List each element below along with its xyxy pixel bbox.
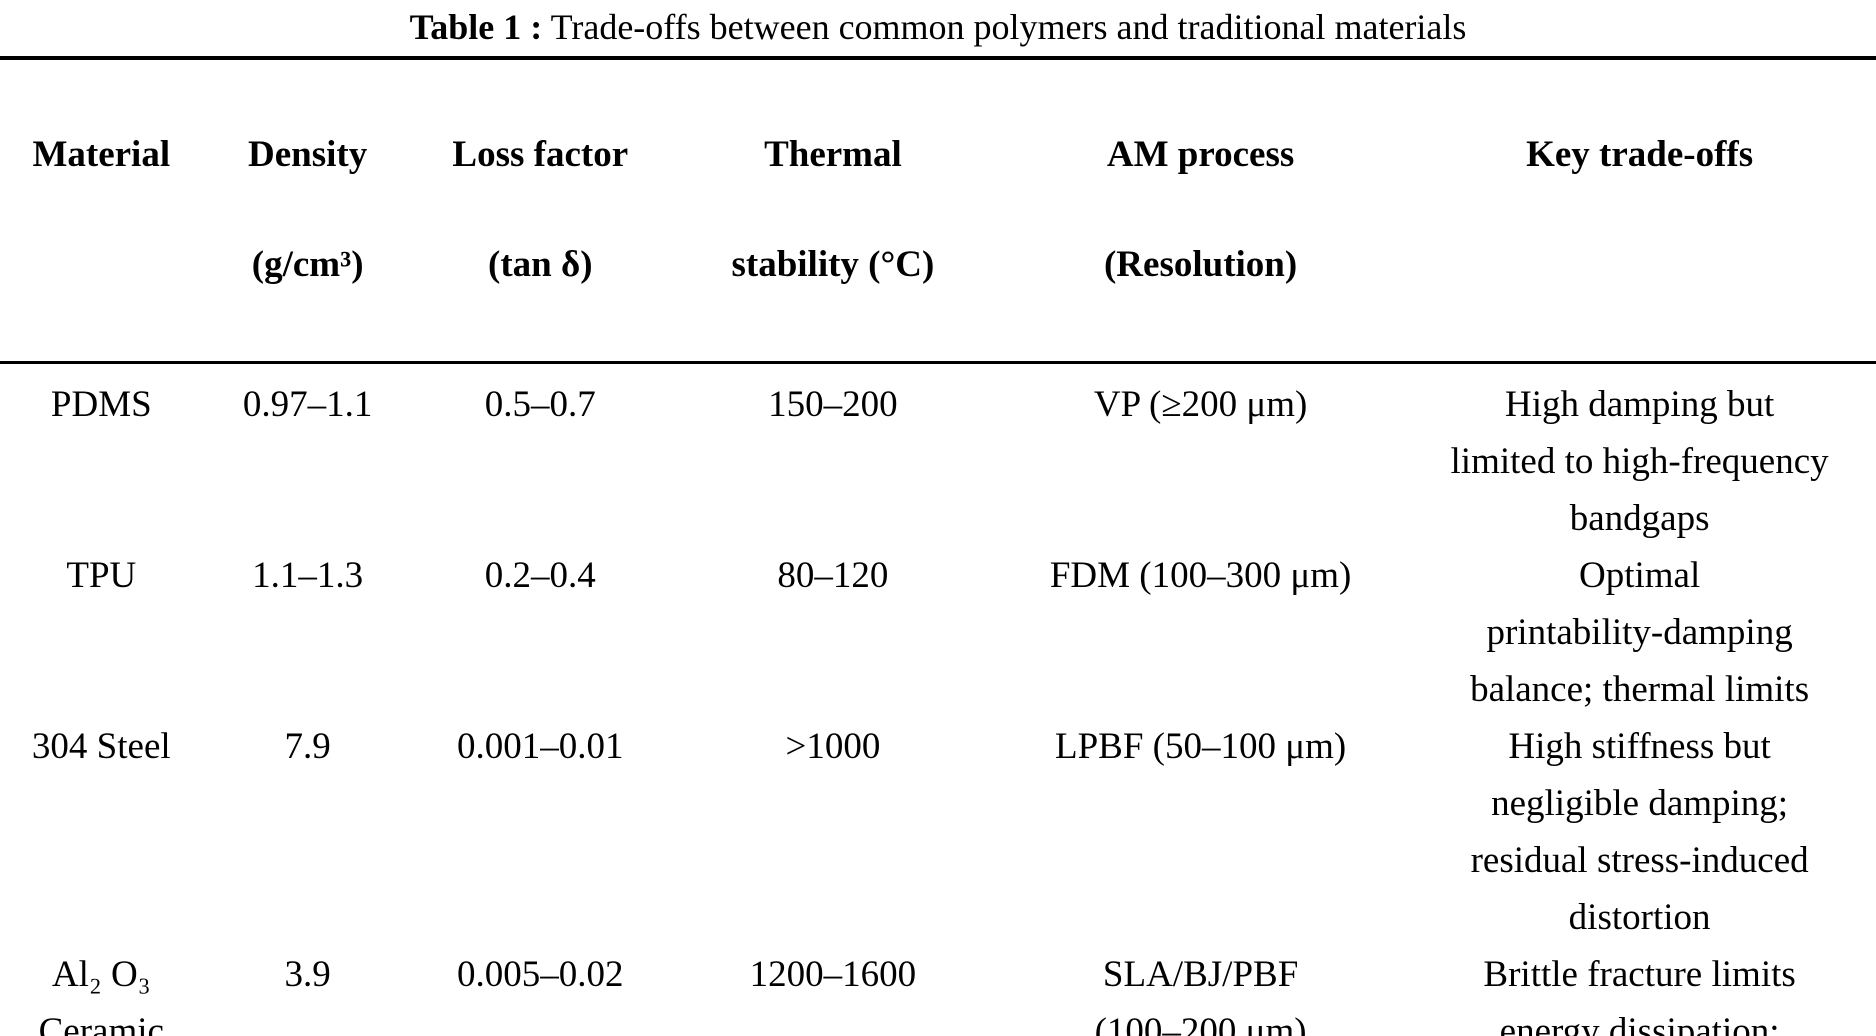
cell-am-process: VP (≥200 μm) xyxy=(1093,384,1308,425)
header-density: Density (g/cm³) xyxy=(202,58,413,364)
header-key-tradeoffs: Key trade-offs xyxy=(1403,58,1876,364)
header-density-line2: (g/cm³) xyxy=(251,244,364,285)
header-am-process-line2: (Resolution) xyxy=(1103,244,1298,285)
cell-key-tradeoffs: High stiffness but negligible damping; r… xyxy=(1470,726,1809,938)
table-row: 304 Steel 7.9 0.001–0.01 >1000 LPBF (50–… xyxy=(0,718,1876,946)
cell-material: TPU xyxy=(66,555,137,596)
cell-density: 7.9 xyxy=(284,726,331,767)
materials-table: Material Density (g/cm³) Loss factor (ta… xyxy=(0,56,1876,1036)
header-loss-factor: Loss factor (tan δ) xyxy=(412,58,668,364)
cell-loss-factor: 0.005–0.02 xyxy=(457,954,624,995)
table-caption-text: Trade-offs between common polymers and t… xyxy=(550,7,1467,47)
header-am-process-line1: AM process xyxy=(1106,134,1295,175)
cell-material: PDMS xyxy=(50,384,152,425)
cell-material: 304 Steel xyxy=(31,726,171,767)
header-loss-factor-line1: Loss factor xyxy=(452,134,629,175)
cell-loss-factor: 0.2–0.4 xyxy=(484,555,596,596)
cell-key-tradeoffs: Optimal printability-damping balance; th… xyxy=(1470,555,1810,710)
header-density-line1: Density xyxy=(248,134,368,175)
header-am-process: AM process (Resolution) xyxy=(998,58,1404,364)
cell-thermal-stability: >1000 xyxy=(785,726,881,767)
header-thermal-stability-line2: stability (°C) xyxy=(731,244,935,285)
header-material: Material xyxy=(0,58,203,364)
header-key-tradeoffs-line1: Key trade-offs xyxy=(1526,134,1754,175)
table-row: TPU 1.1–1.3 0.2–0.4 80–120 FDM (100–300 … xyxy=(0,547,1876,718)
header-row: Material Density (g/cm³) Loss factor (ta… xyxy=(0,58,1876,364)
cell-am-process: SLA/BJ/PBF (100–200 μm) xyxy=(1094,954,1307,1036)
header-material-line1: Material xyxy=(32,134,171,175)
header-thermal-stability: Thermal stability (°C) xyxy=(667,58,998,364)
cell-thermal-stability: 80–120 xyxy=(777,555,889,596)
table-row: Al₂ O₃ Ceramic 3.9 0.005–0.02 1200–1600 … xyxy=(0,946,1876,1036)
table-caption: Table 1 : Trade-offs between common poly… xyxy=(0,0,1876,56)
cell-loss-factor: 0.001–0.01 xyxy=(457,726,624,767)
cell-density: 3.9 xyxy=(284,954,331,995)
cell-density: 0.97–1.1 xyxy=(242,384,373,425)
cell-am-process: FDM (100–300 μm) xyxy=(1049,555,1352,596)
cell-key-tradeoffs: High damping but limited to high-frequen… xyxy=(1450,384,1829,539)
table-row: PDMS 0.97–1.1 0.5–0.7 150–200 VP (≥200 μ… xyxy=(0,363,1876,548)
header-loss-factor-line2: (tan δ) xyxy=(488,244,593,285)
cell-key-tradeoffs: Brittle fracture limits energy dissipati… xyxy=(1483,954,1796,1036)
cell-am-process: LPBF (50–100 μm) xyxy=(1055,726,1347,767)
cell-density: 1.1–1.3 xyxy=(252,555,364,596)
table-caption-label: Table 1 : xyxy=(409,7,543,47)
cell-thermal-stability: 150–200 xyxy=(768,384,898,425)
cell-material: Al₂ O₃ Ceramic xyxy=(38,954,164,1036)
header-thermal-stability-line1: Thermal xyxy=(764,134,902,175)
cell-thermal-stability: 1200–1600 xyxy=(749,954,917,995)
cell-loss-factor: 0.5–0.7 xyxy=(484,384,596,425)
